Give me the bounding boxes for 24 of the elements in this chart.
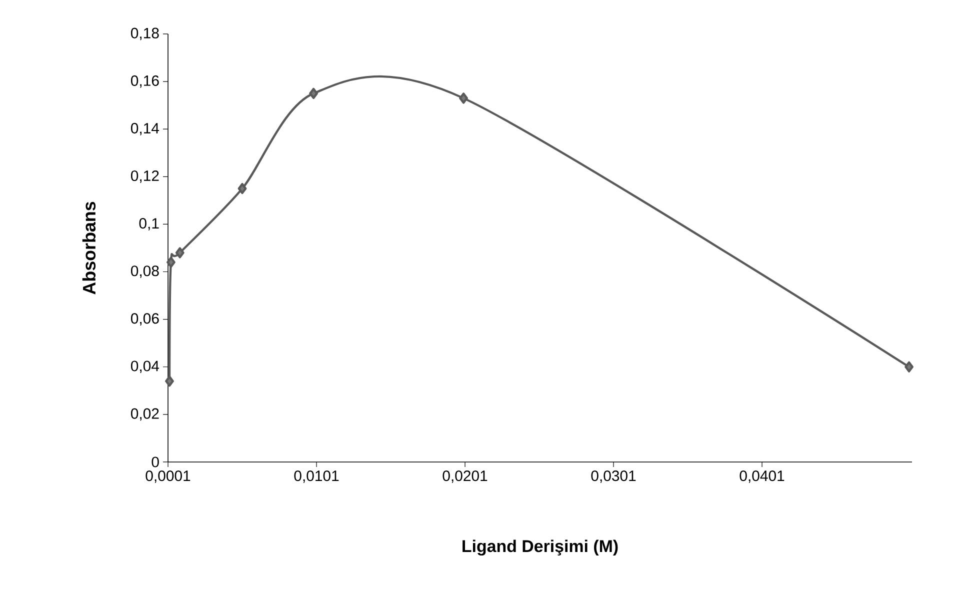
point	[165, 376, 174, 387]
x-tick-label: 0,0001	[146, 470, 190, 483]
y-tick-label: 0	[152, 456, 159, 468]
x-tick-label: 0,0301	[591, 470, 636, 483]
x-tick-label: 0,0401	[740, 470, 784, 483]
point	[309, 88, 318, 100]
point	[175, 247, 184, 258]
y-tick-label: 0,14	[130, 122, 160, 136]
y-tick-label: 0,18	[130, 28, 159, 40]
point	[459, 92, 468, 104]
y-tick-label: 0,06	[130, 313, 159, 326]
point	[238, 182, 247, 194]
y-tick-label: 0,04	[130, 360, 160, 374]
point	[166, 256, 176, 268]
y-tick-label: 0,12	[130, 170, 159, 183]
y-tick-label: 0,16	[130, 75, 159, 88]
y-tick-label: 0,08	[130, 266, 159, 278]
x-tick-label: 0,0201	[442, 470, 488, 483]
y-axis-title: Absorbans	[82, 202, 96, 294]
point	[904, 361, 914, 372]
y-tick-label: 0,1	[139, 218, 159, 230]
y-tick-label: 0,02	[130, 408, 159, 421]
x-tick-label: 0,0101	[294, 470, 339, 483]
x-axis-title: Ligand Derişimi (M)	[462, 540, 618, 556]
